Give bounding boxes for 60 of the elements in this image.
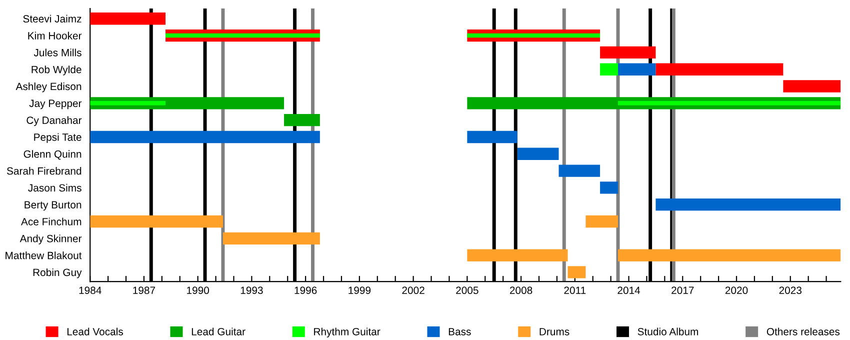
bar xyxy=(467,249,568,262)
x-tick-label: 2005 xyxy=(456,286,478,294)
bar xyxy=(558,164,600,177)
x-tick-label: 2011 xyxy=(564,286,586,294)
y-tick-label: Sarah Firebrand xyxy=(6,167,82,175)
x-tick-label: 1987 xyxy=(133,286,156,294)
y-tick-label: Cy Danahar xyxy=(26,116,82,126)
legend-label: Others releases xyxy=(766,328,840,336)
bar xyxy=(90,12,166,25)
bar xyxy=(618,101,841,106)
bar xyxy=(618,63,656,76)
x-tick-label: 2008 xyxy=(510,286,532,294)
bar xyxy=(586,215,618,228)
bar xyxy=(90,215,223,228)
x-tick-label: 2020 xyxy=(725,286,748,294)
x-tick-label: 2017 xyxy=(672,286,694,294)
x-tick-label: 1993 xyxy=(240,286,263,294)
bar xyxy=(600,46,656,59)
bar xyxy=(656,198,841,211)
y-tick-label: Matthew Blakout xyxy=(6,252,82,260)
y-tick-label: Kim Hooker xyxy=(28,32,82,40)
bar xyxy=(517,148,559,160)
y-tick-label: Jules Mills xyxy=(34,48,82,56)
bar xyxy=(618,249,841,262)
y-tick-label: Rob Wylde xyxy=(32,66,82,76)
legend-label: Rhythm Guitar xyxy=(314,328,380,338)
y-tick-label: Pepsi Tate xyxy=(34,133,82,143)
bar xyxy=(284,114,320,126)
legend-label: Drums xyxy=(540,328,570,336)
bar xyxy=(166,33,320,38)
y-tick-label: Glenn Quinn xyxy=(24,150,82,160)
y-tick-label: Jason Sims xyxy=(28,184,82,192)
y-tick-label: Ace Finchum xyxy=(21,218,82,226)
y-tick-label: Jay Pepper xyxy=(29,100,82,110)
legend-label: Bass xyxy=(448,328,471,336)
bar xyxy=(467,33,600,38)
x-tick-label: 1990 xyxy=(187,286,210,294)
y-tick-label: Berty Burton xyxy=(24,201,82,211)
y-tick-label: Ashley Edison xyxy=(16,82,82,92)
bar xyxy=(90,130,320,144)
legend-label: Lead Guitar xyxy=(192,328,246,336)
x-tick-label: 2002 xyxy=(402,286,424,294)
y-tick-label: Andy Skinner xyxy=(20,234,82,244)
bar xyxy=(656,63,784,76)
x-tick-label: 1999 xyxy=(348,286,371,294)
x-tick-label: 2023 xyxy=(779,286,802,294)
legend-label: Studio Album xyxy=(638,328,698,336)
y-tick-label: Robin Guy xyxy=(33,268,82,278)
y-tick-label: Steevi Jaimz xyxy=(23,14,82,23)
x-tick-label: 1984 xyxy=(79,286,102,294)
x-tick-label: 1996 xyxy=(294,286,317,294)
bar xyxy=(568,266,586,278)
bar xyxy=(90,101,166,106)
x-tick-label: 2014 xyxy=(618,286,640,294)
bar xyxy=(222,232,320,244)
bar xyxy=(600,63,618,76)
bar xyxy=(467,130,518,144)
legend-label: Lead Vocals xyxy=(67,328,124,336)
bar xyxy=(783,80,841,92)
bar xyxy=(600,182,618,194)
